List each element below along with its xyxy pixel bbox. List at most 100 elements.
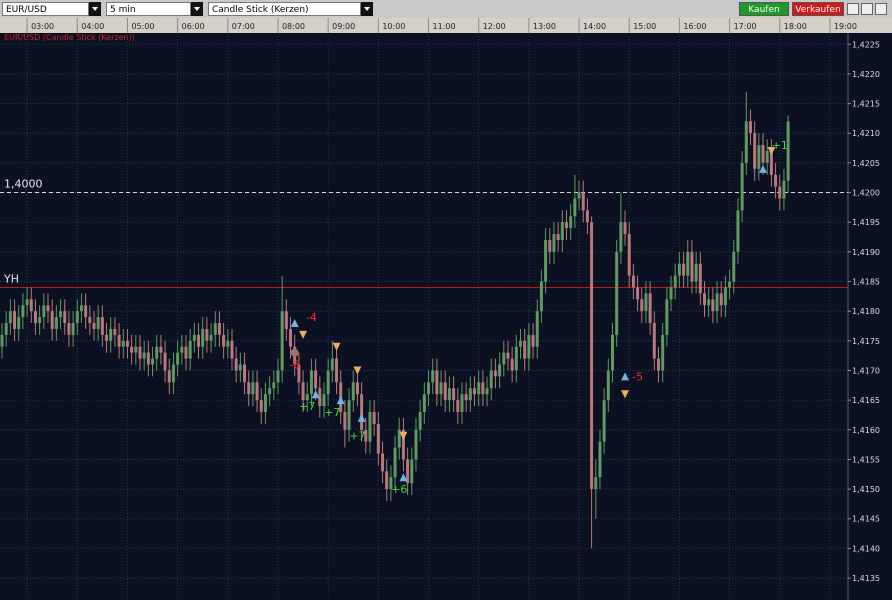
candle-body — [510, 358, 514, 371]
candle-body — [121, 340, 125, 347]
symbol-select[interactable]: EUR/USD — [2, 2, 89, 16]
candle-body — [217, 323, 221, 335]
chart: EUR/USD (Candle Stick (Kerzen)) 03:00 04:… — [0, 18, 892, 600]
candle-body — [155, 346, 159, 359]
candle-body — [105, 334, 109, 341]
candle-body — [707, 299, 711, 306]
dropdown-arrow[interactable] — [361, 2, 373, 16]
candle-body — [397, 429, 401, 448]
candle-body — [272, 382, 276, 389]
candle-body — [460, 394, 464, 412]
y-tick-label: 1,4155 — [852, 455, 880, 464]
candle-body — [134, 346, 138, 353]
candle-body — [753, 133, 757, 169]
icon-button[interactable] — [861, 3, 873, 15]
candle-body — [280, 311, 284, 371]
chart-style-select[interactable]: Candle Stick (Kerzen) — [208, 2, 361, 16]
candle-body — [192, 334, 196, 341]
candle-body — [473, 388, 477, 395]
buy-marker — [399, 473, 408, 482]
candle-body — [523, 340, 527, 359]
x-tick-label: 07:00 — [232, 22, 255, 31]
candle-body — [439, 382, 443, 395]
candle-body — [410, 459, 414, 484]
candle-body — [205, 328, 209, 341]
sell-button[interactable]: Verkaufen — [792, 2, 844, 16]
candle-body — [314, 370, 318, 389]
x-tick-label: 03:00 — [31, 22, 54, 31]
candle-body — [59, 311, 63, 318]
x-tick-label: 12:00 — [483, 22, 506, 31]
candle-body — [661, 334, 665, 371]
candle-body — [393, 447, 397, 478]
level-label: YH — [3, 272, 19, 285]
candle-body — [427, 382, 431, 395]
y-tick-label: 1,4150 — [852, 485, 880, 494]
candle-body — [318, 388, 322, 407]
candle-body — [493, 370, 497, 377]
icon-button[interactable] — [847, 3, 859, 15]
candle-body — [138, 346, 142, 359]
candle-body — [732, 251, 736, 282]
candle-body — [109, 328, 113, 341]
sell-marker — [399, 431, 408, 440]
dropdown-arrow[interactable] — [191, 2, 203, 16]
buy-marker — [621, 372, 630, 381]
x-tick-label: 17:00 — [734, 22, 757, 31]
candle-body — [565, 222, 569, 229]
candle-body — [435, 370, 439, 395]
candle-body — [263, 394, 267, 412]
time-header — [0, 18, 892, 33]
candle-body — [786, 121, 790, 181]
y-tick-label: 1,4215 — [852, 100, 880, 109]
buy-button[interactable]: Kaufen — [739, 2, 789, 16]
x-tick-label: 16:00 — [683, 22, 706, 31]
y-tick-label: 1,4220 — [852, 70, 880, 79]
candle-body — [548, 239, 552, 252]
candle-body — [577, 192, 581, 199]
candle-body — [142, 352, 146, 359]
candle-body — [96, 317, 100, 329]
interval-select[interactable]: 5 min — [106, 2, 191, 16]
candle-body — [640, 299, 644, 312]
candle-body — [544, 239, 548, 282]
candle-body — [414, 429, 418, 460]
candle-body — [431, 370, 435, 383]
candle-body — [401, 429, 405, 460]
candle-body — [171, 364, 175, 383]
y-tick-label: 1,4190 — [852, 248, 880, 257]
buy-marker — [357, 413, 366, 422]
candle-body — [163, 352, 167, 371]
sell-marker — [621, 390, 630, 399]
candle-body — [159, 346, 163, 353]
candle-body — [619, 222, 623, 252]
candle-body — [335, 358, 339, 383]
trade-result: +7 — [299, 400, 315, 413]
candle-body — [184, 346, 188, 359]
candle-body — [560, 222, 564, 240]
candle-body — [623, 222, 627, 235]
candle-body — [355, 382, 359, 395]
candle-body — [539, 281, 543, 312]
candle-body — [46, 305, 50, 312]
candle-body — [209, 334, 213, 341]
candle-body — [309, 370, 313, 395]
icon-button[interactable] — [875, 3, 887, 15]
candle-body — [489, 370, 493, 389]
candle-body — [506, 352, 510, 359]
candle-body — [682, 263, 686, 276]
trade-result: -4 — [306, 311, 317, 324]
dropdown-arrow[interactable] — [89, 2, 101, 16]
y-tick-label: 1,4165 — [852, 396, 880, 405]
candle-body — [213, 323, 217, 335]
candle-body — [360, 394, 364, 430]
x-tick-label: 04:00 — [81, 22, 104, 31]
candle-body — [636, 287, 640, 300]
candle-body — [631, 275, 635, 288]
candle-body — [443, 382, 447, 401]
x-tick-label: 05:00 — [131, 22, 154, 31]
candle-body — [63, 311, 67, 324]
candle-body — [527, 334, 531, 359]
candle-body — [611, 334, 615, 371]
trade-result: -6 — [289, 359, 300, 372]
